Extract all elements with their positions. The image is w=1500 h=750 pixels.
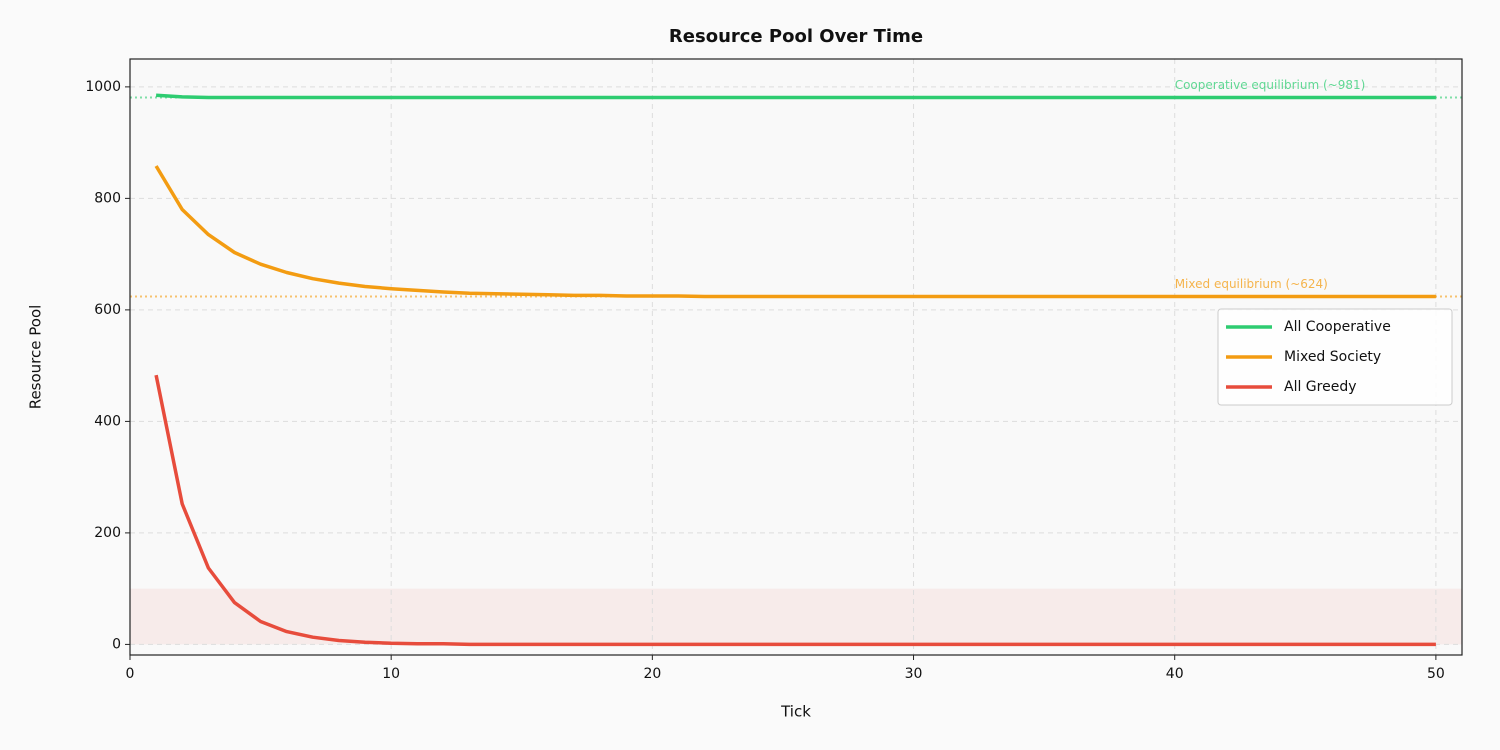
y-tick-label: 600 — [94, 302, 121, 318]
legend: All Cooperative Mixed Society All Greedy — [1217, 308, 1453, 406]
x-tick-label: 20 — [643, 666, 661, 682]
y-tick-label: 0 — [112, 636, 121, 652]
danger-band — [130, 588, 1462, 645]
x-tick-label: 0 — [126, 666, 135, 682]
series-line — [154, 165, 1436, 299]
y-tick-label: 800 — [94, 190, 121, 206]
y-tick-label: 400 — [94, 413, 121, 429]
series-line — [155, 93, 1436, 100]
x-tick-label: 50 — [1427, 666, 1445, 682]
y-axis-label: Resource Pool — [27, 305, 45, 410]
x-axis-label: Tick — [780, 703, 811, 721]
legend-label: All Cooperative — [1284, 319, 1391, 335]
legend-label: Mixed Society — [1284, 349, 1381, 365]
plot-frame — [129, 58, 1463, 656]
annotation: Cooperative equilibrium (~981) — [1175, 78, 1366, 92]
y-tick-label: 1000 — [85, 79, 121, 95]
x-tick-label: 30 — [905, 666, 923, 682]
y-tick-label: 200 — [94, 525, 121, 541]
annotation: Mixed equilibrium (~624) — [1175, 277, 1328, 291]
legend-label: All Greedy — [1284, 379, 1357, 395]
legend-box — [1217, 308, 1453, 406]
chart-title: Resource Pool Over Time — [669, 26, 923, 47]
x-tick-label: 10 — [382, 666, 400, 682]
series-line — [154, 374, 1436, 647]
x-tick-label: 40 — [1166, 666, 1184, 682]
